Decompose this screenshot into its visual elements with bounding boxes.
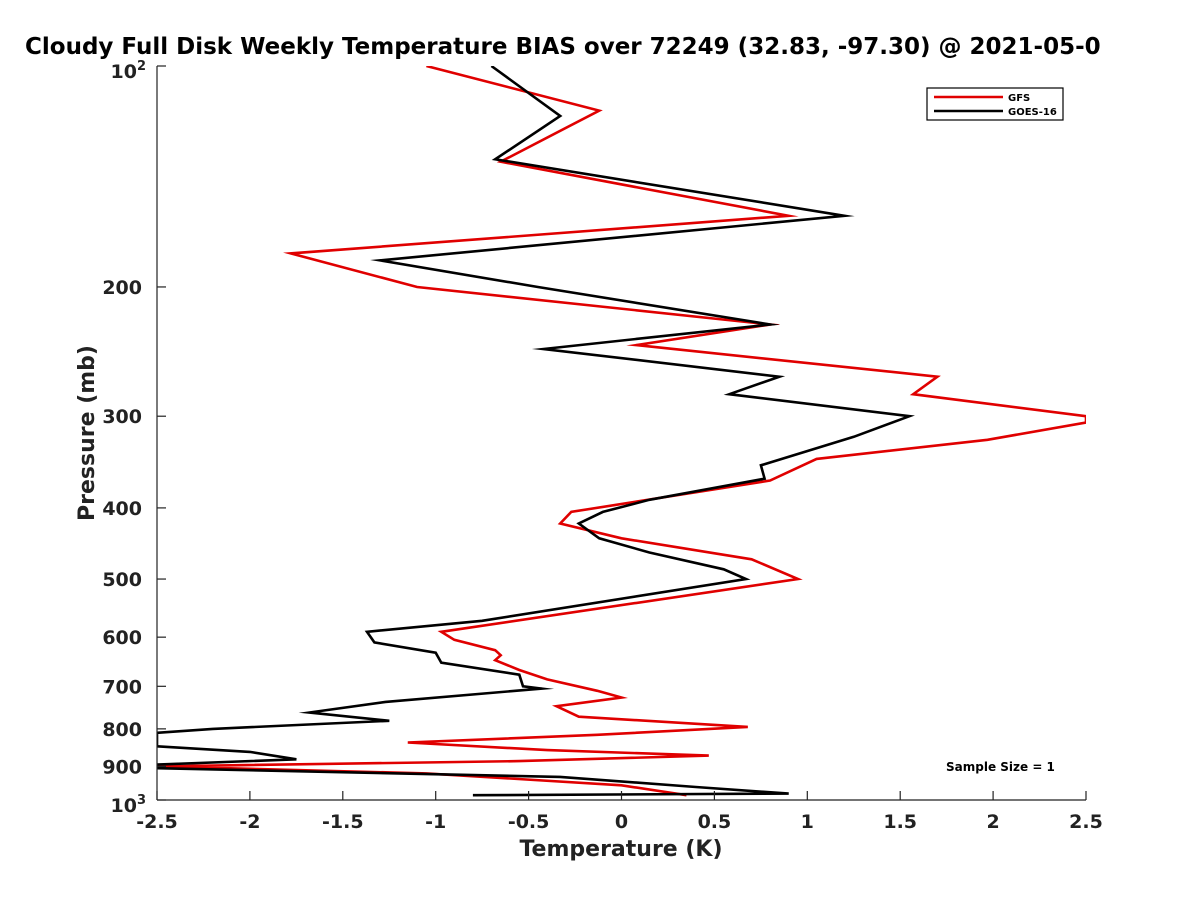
- legend: GFS GOES-16: [926, 87, 1064, 121]
- y-tick-label: 600: [102, 627, 142, 649]
- x-tick-label: 1: [801, 811, 814, 833]
- x-axis-label: Temperature (K): [519, 837, 722, 862]
- y-tick-label: 800: [102, 719, 142, 741]
- chart-title: Cloudy Full Disk Weekly Temperature BIAS…: [25, 34, 1101, 60]
- y-tick-label: 102: [111, 59, 147, 83]
- x-tick-label: -2.5: [136, 811, 178, 833]
- legend-label: GFS: [1008, 93, 1030, 104]
- axes-layer: -2.5 -2 -1.5 -1 -0.5 0 0.5 1 1.5 2 2.5 102 200 300 400…: [102, 59, 1103, 833]
- series-line-goes-16: [157, 66, 915, 797]
- x-tick-label: 2: [986, 811, 999, 833]
- x-tick-label: -2: [239, 811, 260, 833]
- x-tick-label: 0: [615, 811, 628, 833]
- x-tick-label: 0.5: [698, 811, 732, 833]
- x-tick-label: 1.5: [883, 811, 917, 833]
- y-tick-label: 900: [102, 756, 142, 778]
- series-line-gfs: [157, 66, 1086, 797]
- y-tick-label: 300: [102, 406, 142, 428]
- x-tick-label: -1.5: [322, 811, 364, 833]
- y-tick-label: 700: [102, 676, 142, 698]
- sample-size-annotation: Sample Size = 1: [946, 760, 1055, 774]
- legend-box: [926, 87, 1064, 121]
- x-tick-label: -1: [425, 811, 446, 833]
- y-axis-label: Pressure (mb): [75, 345, 100, 521]
- series-layer: [157, 66, 1086, 797]
- legend-label: GOES-16: [1008, 107, 1057, 118]
- y-tick-label: 200: [102, 277, 142, 299]
- y-tick-label: 500: [102, 569, 142, 591]
- y-tick-label: 400: [102, 498, 142, 520]
- x-tick-label: 2.5: [1069, 811, 1103, 833]
- y-tick-label: 103: [111, 793, 147, 817]
- x-tick-label: -0.5: [508, 811, 550, 833]
